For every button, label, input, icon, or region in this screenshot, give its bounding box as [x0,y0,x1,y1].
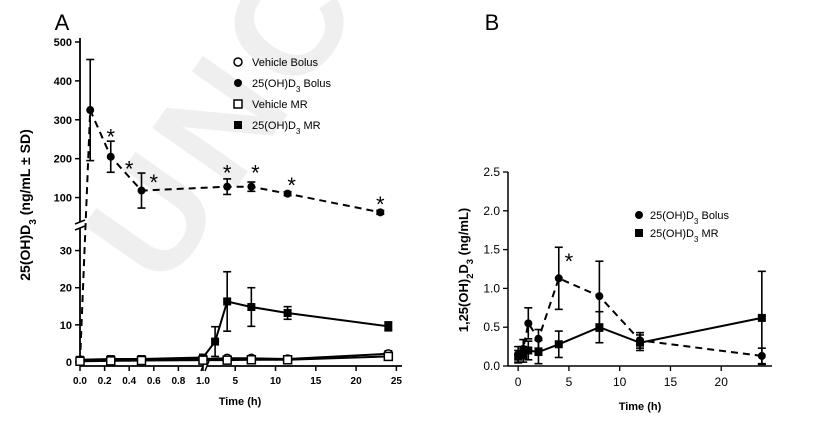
data-point-25(OH)D3 Bolus-2 [106,152,115,161]
significance-asterisk: * [150,170,159,195]
series-line-Vehicle MR [79,355,389,363]
data-point-25(OH)D3 MR-7 [283,308,292,317]
significance-asterisk: * [376,192,385,217]
y-break-mark [74,219,86,225]
x-tick-label-b: 10 [613,375,627,389]
data-point-25(OH)D3 Bolus-4 [223,182,232,191]
data-point-25(OH)D3 Bolus-7 [376,208,385,217]
y-tick-label: 100 [54,193,72,205]
data-point-25(OH)D3 MR-7 [757,313,766,322]
data-point-Vehicle MR-5 [246,355,257,365]
x-tick-label: 0.8 [171,376,185,387]
data-point-25(OH)D3 MR-4 [554,340,563,349]
y-tick-label: 10 [60,320,72,332]
x-axis-label-b: Time (h) [619,401,662,413]
y-tick-label: 300 [54,115,72,127]
y-axis-label-b: 1,25(OH)2D3 (ng/mL) [456,208,475,333]
data-point-25(OH)D3 MR-5 [223,297,232,306]
significance-asterisk-b: * [565,249,574,274]
data-point-25(OH)D3 MR-8 [384,322,393,331]
legend-marker-b-1 [635,229,643,237]
x-tick-label-b: 20 [715,375,729,389]
data-point-25(OH)D3 Bolus-1 [86,106,95,115]
legend-label-a-3: 25(OH)D3 MR [252,120,321,136]
significance-asterisk: * [106,125,115,150]
legend-label-b-0: 25(OH)D3 Bolus [650,210,729,226]
data-point-25(OH)D3 MR-4 [211,337,220,346]
data-point-Vehicle MR-7 [383,351,394,362]
data-point-25(OH)D3 MR-0 [514,352,523,361]
y-tick-label-b: 0.0 [483,359,500,373]
x-tick-label-b: 15 [664,375,678,389]
legend-label-a-1: 25(OH)D3 Bolus [252,78,331,94]
legend-marker-a-0 [233,57,243,67]
series-line-25(OH)D3 MR [79,300,389,361]
x-tick-label: 5 [232,376,238,387]
y-tick-label-b: 1.5 [483,243,500,257]
series-line-25(OH)D3 Bolus [517,276,762,357]
data-point-Vehicle MR-0 [75,356,85,367]
y-tick-label: 500 [54,37,72,49]
legend-label-a-2: Vehicle MR [252,99,308,111]
y-break-mark [74,225,86,231]
x-tick-label-b: 5 [566,375,573,389]
significance-asterisk: * [223,160,232,185]
panel-label-b: B [485,10,500,35]
y-tick-label: 0 [66,357,72,369]
y-tick-label-b: 2.5 [483,165,500,179]
panel-label-a: A [55,10,70,35]
data-point-25(OH)D3 MR-3 [534,348,543,357]
y-tick-label-b: 1.0 [483,281,500,295]
data-point-25(OH)D3 MR-1 [519,350,528,359]
y-axis-label-a: 25(OH)D3 (ng/mL ± SD) [17,129,39,281]
legend-label-b-1: 25(OH)D3 MR [650,228,719,244]
significance-asterisk: * [287,173,296,198]
x-break-mark [204,360,210,372]
y-tick-label: 200 [54,154,72,166]
data-point-25(OH)D3 MR-6 [247,303,256,312]
data-point-25(OH)D3 Bolus-4 [554,274,563,283]
data-point-25(OH)D3 MR-2 [524,346,533,355]
data-point-25(OH)D3 Bolus-2 [524,319,533,328]
legend-marker-a-1 [234,79,242,87]
x-tick-label: 1.0 [196,376,210,387]
x-tick-label: 0.0 [73,376,87,387]
data-point-25(OH)D3 MR-6 [636,338,644,347]
data-point-25(OH)D3 MR-5 [595,323,604,332]
x-tick-label: 0.2 [98,376,112,387]
legend-label-a-0: Vehicle Bolus [252,57,319,69]
y-tick-label: 30 [60,246,72,258]
data-point-Vehicle MR-6 [282,355,293,365]
data-point-Vehicle MR-1 [106,356,116,366]
x-tick-label: 0.6 [147,376,161,387]
legend-marker-a-3 [234,121,242,129]
significance-asterisk: * [251,160,260,185]
data-point-25(OH)D3 Bolus-3 [137,186,146,195]
x-tick-label: 10 [270,376,282,387]
data-point-Vehicle MR-4 [222,355,232,365]
x-tick-label: 25 [391,376,403,387]
x-tick-label: 15 [310,376,322,387]
y-tick-label: 20 [60,283,72,295]
significance-asterisk: * [125,156,134,181]
y-tick-label: 400 [54,76,72,88]
legend-marker-a-2 [233,99,243,109]
legend-marker-b-0 [635,211,643,219]
series-line-25(OH)D3 Bolus [79,109,381,363]
x-axis-label-a: Time (h) [219,396,262,408]
data-point-Vehicle MR-3 [198,355,208,365]
data-point-25(OH)D3 Bolus-5 [247,182,256,191]
x-tick-label: 0.4 [122,376,136,387]
y-tick-label-b: 2.0 [483,204,500,218]
data-point-25(OH)D3 Bolus-6 [283,189,292,198]
data-point-Vehicle MR-2 [136,355,147,366]
x-tick-label: 20 [351,376,363,387]
data-point-25(OH)D3 Bolus-5 [595,292,604,301]
y-tick-label-b: 0.5 [483,320,500,334]
x-tick-label-b: 0 [515,375,522,389]
